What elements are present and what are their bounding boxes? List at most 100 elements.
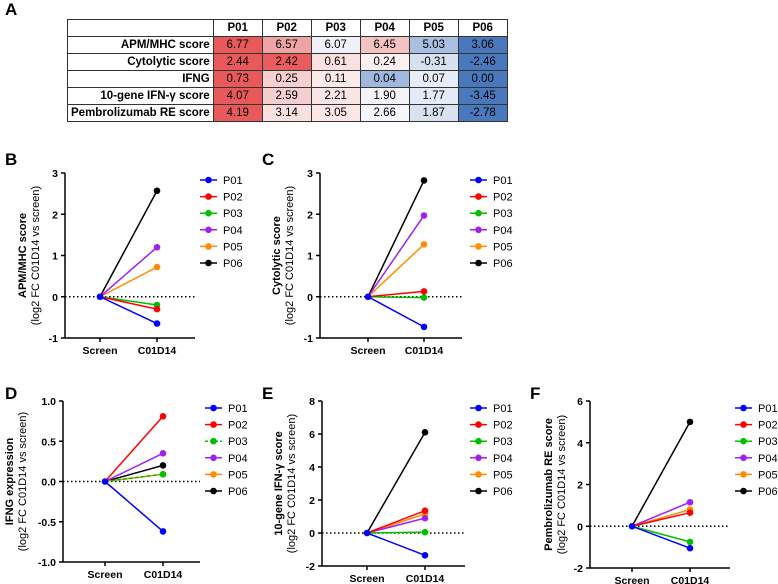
y-tick-label: -2: [574, 563, 583, 575]
column-header: P01: [212, 19, 263, 37]
y-tick-label: 8: [309, 396, 315, 408]
data-point-p03: [159, 470, 167, 478]
legend-label: P05: [758, 469, 778, 481]
data-point-p03: [686, 538, 694, 546]
legend-label: P04: [223, 225, 243, 237]
data-point-p06: [421, 429, 429, 436]
series-line-p06: [366, 431, 426, 534]
legend-label: P05: [493, 469, 513, 481]
legend-marker: [475, 209, 482, 217]
series-line-p02: [366, 510, 426, 534]
legend-label: P03: [493, 436, 513, 448]
y-tick-label: 6: [577, 396, 583, 408]
series-line-p06: [631, 421, 691, 527]
column-header: P02: [261, 19, 312, 37]
series-line-p06: [104, 464, 164, 483]
legend-label: P01: [493, 403, 513, 415]
series-line-p01: [104, 480, 164, 532]
series-line-p03: [631, 525, 691, 543]
legend-marker: [475, 487, 482, 495]
legend-marker: [740, 487, 747, 495]
series-line-p01: [366, 532, 426, 556]
panel-letter-d: D: [5, 384, 18, 403]
heat-cell: -0.31: [408, 53, 459, 71]
column-header: P05: [408, 19, 459, 37]
data-point-p03: [421, 528, 429, 536]
legend-label: P04: [493, 225, 513, 237]
data-point-p06: [159, 462, 167, 469]
legend-marker: [475, 404, 482, 412]
row-label: Cytolytic score: [67, 53, 214, 71]
data-point-p01: [153, 320, 161, 327]
heat-cell: 4.19: [212, 104, 263, 122]
legend-label: P01: [758, 403, 778, 415]
heat-cell: 0.24: [359, 53, 410, 71]
data-point-p04: [421, 514, 429, 522]
y-tick-label: 2: [577, 480, 583, 492]
x-tick-label: Screen: [349, 573, 384, 584]
series-line-p04: [366, 517, 426, 534]
series-line-p02: [99, 296, 158, 310]
data-point-screen: [628, 522, 636, 530]
legend-label: P03: [758, 436, 778, 448]
heat-cell: 3.05: [310, 104, 361, 122]
legend-label: P04: [493, 453, 513, 465]
data-point-p04: [153, 243, 161, 251]
heat-cell: 6.07: [310, 36, 361, 54]
legend-marker: [205, 259, 212, 267]
data-point-p05: [153, 263, 161, 271]
legend-label: P06: [228, 486, 248, 498]
series-line-p03: [367, 296, 425, 299]
data-point-p06: [153, 187, 161, 195]
legend-marker: [475, 454, 482, 462]
legend-label: P04: [758, 453, 778, 465]
y-axis-sublabel: (log2 FC C01D14 vs screen): [286, 414, 298, 553]
x-tick-label: Screen: [82, 345, 117, 357]
y-axis-sublabel: (log2 FC C01D14 vs screen): [30, 186, 42, 325]
data-point-p02: [420, 288, 428, 295]
y-axis-label: IFNG expression: [4, 438, 16, 526]
data-point-screen: [96, 293, 104, 301]
y-axis-label: Cytolytic score: [271, 216, 283, 295]
series-line-p01: [631, 525, 691, 549]
data-point-screen: [364, 293, 372, 301]
legend-label: P01: [223, 175, 243, 187]
legend-marker: [205, 176, 212, 184]
y-axis-label: APM/MHC score: [17, 213, 29, 298]
series-line-p03: [366, 531, 426, 534]
y-tick-label: 0: [309, 528, 315, 540]
legend-marker: [740, 471, 747, 478]
series-line-p02: [631, 511, 691, 527]
series-line-p06: [99, 190, 158, 298]
y-axis-sublabel: (log2 FC C01D14 vs screen): [556, 415, 568, 554]
legend-marker: [475, 193, 482, 200]
heat-cell: -2.46: [457, 53, 508, 71]
x-tick-label: Screen: [614, 575, 649, 584]
column-header: P03: [310, 19, 361, 37]
legend-label: P02: [223, 192, 243, 204]
legend-marker: [205, 209, 212, 217]
heat-cell: 0.04: [359, 70, 410, 88]
heat-cell: 0.00: [457, 70, 508, 88]
heat-cell: 2.66: [359, 104, 410, 122]
y-axis-label: 10-gene IFN-γ score: [273, 431, 285, 536]
y-tick-label: 1.0: [41, 396, 56, 408]
legend-marker: [740, 421, 747, 428]
legend-marker: [475, 259, 482, 267]
series-line-p02: [104, 415, 164, 482]
data-point-p02: [159, 412, 167, 420]
y-axis-sublabel: (log2 FC C01D14 vs screen): [17, 412, 29, 551]
column-header: P06: [457, 19, 508, 37]
table-row: 10-gene IFN-γ score 4.07 2.59 2.21 1.90 1.77-…: [67, 87, 508, 105]
y-tick-label: -0.5: [38, 517, 56, 529]
y-tick-label: 1: [307, 251, 313, 263]
legend-marker: [475, 226, 482, 234]
data-point-p06: [420, 177, 428, 184]
heat-cell: -2.78: [457, 104, 508, 122]
legend-marker: [740, 404, 747, 412]
legend-label: P06: [493, 258, 513, 270]
panel-letter-b: B: [5, 150, 18, 169]
y-tick-label: 3: [52, 168, 58, 180]
heat-cell: 2.21: [310, 87, 361, 105]
x-tick-label: C01D14: [405, 345, 444, 357]
